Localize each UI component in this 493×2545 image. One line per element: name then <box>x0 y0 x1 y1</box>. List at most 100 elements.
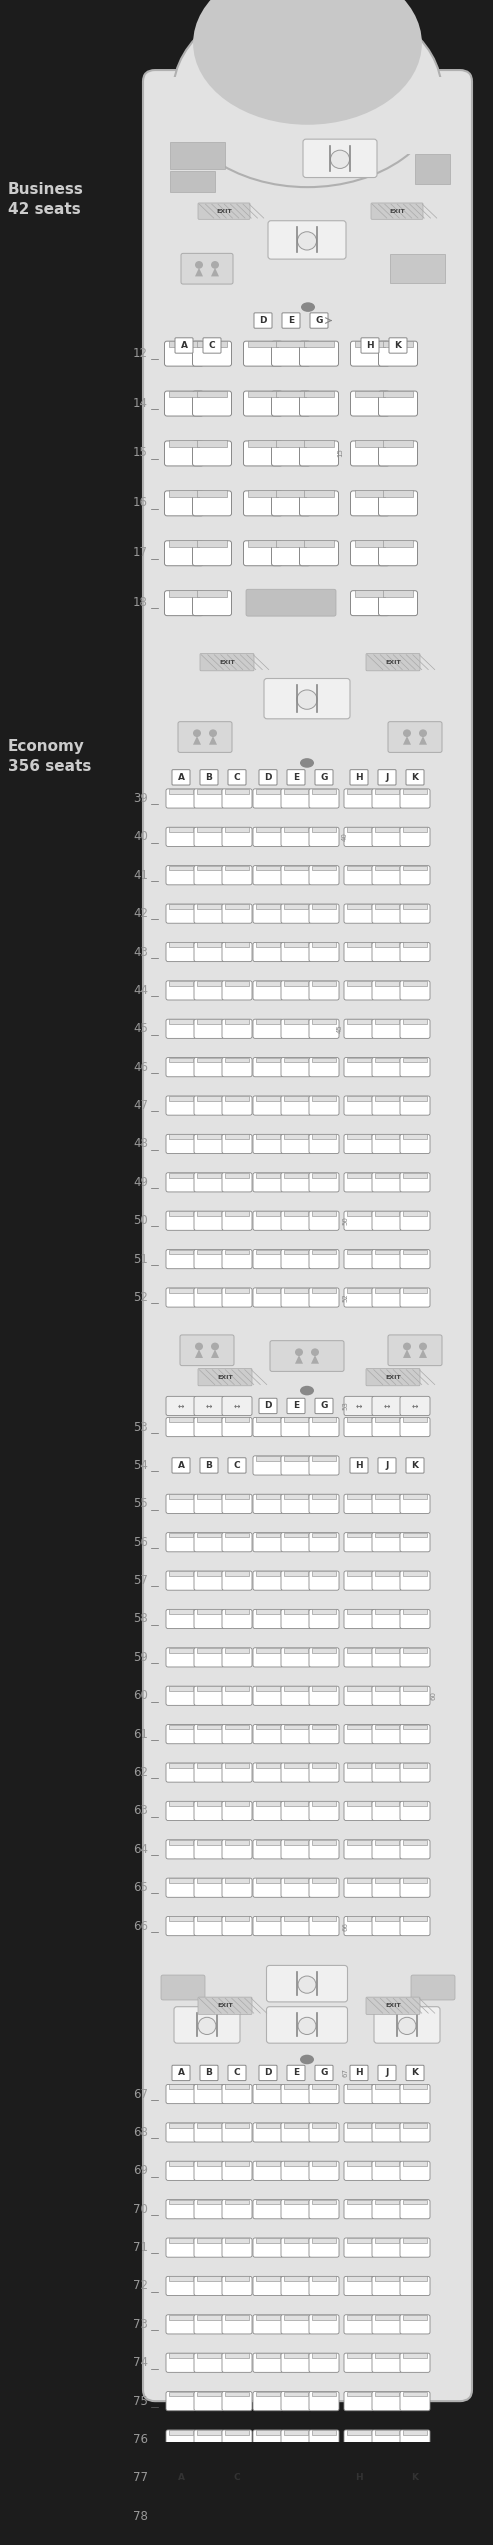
FancyBboxPatch shape <box>166 789 196 809</box>
Bar <box>312 1250 336 1255</box>
Ellipse shape <box>301 303 315 313</box>
FancyBboxPatch shape <box>378 2064 396 2082</box>
FancyBboxPatch shape <box>372 2123 402 2143</box>
FancyBboxPatch shape <box>344 2275 374 2296</box>
Bar <box>256 1916 280 1921</box>
Bar <box>197 1726 221 1731</box>
FancyBboxPatch shape <box>309 1878 339 1899</box>
FancyBboxPatch shape <box>344 942 374 962</box>
FancyBboxPatch shape <box>350 2471 368 2486</box>
FancyBboxPatch shape <box>372 2275 402 2296</box>
Bar <box>304 341 334 349</box>
FancyBboxPatch shape <box>222 2469 252 2486</box>
FancyBboxPatch shape <box>372 942 402 962</box>
FancyBboxPatch shape <box>192 590 232 616</box>
FancyBboxPatch shape <box>194 865 224 886</box>
FancyBboxPatch shape <box>400 2316 430 2334</box>
FancyBboxPatch shape <box>166 1018 196 1038</box>
Text: 46: 46 <box>133 1061 148 1074</box>
FancyBboxPatch shape <box>192 392 232 415</box>
Bar <box>415 153 450 183</box>
Bar <box>225 1916 249 1921</box>
FancyBboxPatch shape <box>309 2275 339 2296</box>
FancyBboxPatch shape <box>166 1135 196 1153</box>
Bar <box>169 1494 193 1499</box>
FancyBboxPatch shape <box>253 827 283 847</box>
Bar <box>284 1173 308 1178</box>
FancyBboxPatch shape <box>350 2064 368 2082</box>
Bar <box>347 1135 371 1140</box>
FancyBboxPatch shape <box>400 1878 430 1899</box>
FancyBboxPatch shape <box>200 769 218 784</box>
Text: B: B <box>206 774 212 781</box>
FancyBboxPatch shape <box>344 980 374 1000</box>
FancyBboxPatch shape <box>400 1687 430 1705</box>
FancyBboxPatch shape <box>309 2354 339 2372</box>
Bar <box>347 1250 371 1255</box>
Text: ↔: ↔ <box>412 1402 418 1410</box>
FancyBboxPatch shape <box>222 2123 252 2143</box>
Bar <box>197 590 227 598</box>
FancyBboxPatch shape <box>309 1647 339 1667</box>
FancyBboxPatch shape <box>222 1288 252 1308</box>
Text: E: E <box>288 316 294 326</box>
FancyBboxPatch shape <box>228 2471 246 2486</box>
Bar <box>169 1878 193 1883</box>
FancyBboxPatch shape <box>372 1647 402 1667</box>
FancyBboxPatch shape <box>281 1173 311 1191</box>
Bar <box>169 2237 193 2242</box>
FancyBboxPatch shape <box>194 2275 224 2296</box>
Text: J: J <box>386 2069 388 2077</box>
FancyBboxPatch shape <box>194 2316 224 2334</box>
Bar <box>347 2084 371 2089</box>
Bar <box>197 903 221 909</box>
FancyBboxPatch shape <box>222 1397 252 1415</box>
FancyBboxPatch shape <box>253 1288 283 1308</box>
Bar <box>284 903 308 909</box>
Circle shape <box>311 1349 319 1356</box>
Bar <box>276 389 306 397</box>
Text: D: D <box>259 316 267 326</box>
Bar <box>256 1059 280 1061</box>
Text: 40: 40 <box>133 830 148 842</box>
FancyBboxPatch shape <box>344 865 374 886</box>
FancyBboxPatch shape <box>400 1288 430 1308</box>
Bar <box>256 827 280 832</box>
Bar <box>284 2392 308 2397</box>
FancyBboxPatch shape <box>166 1173 196 1191</box>
Bar <box>256 1726 280 1731</box>
Bar <box>403 1059 427 1061</box>
FancyBboxPatch shape <box>166 1687 196 1705</box>
FancyBboxPatch shape <box>194 1097 224 1115</box>
FancyBboxPatch shape <box>366 1369 420 1387</box>
FancyBboxPatch shape <box>165 491 204 517</box>
Bar <box>347 2507 371 2512</box>
FancyBboxPatch shape <box>309 865 339 886</box>
Bar <box>355 540 385 547</box>
FancyBboxPatch shape <box>400 1211 430 1229</box>
Bar <box>170 171 215 191</box>
FancyBboxPatch shape <box>267 1965 348 2003</box>
Text: ↔: ↔ <box>206 1402 212 1410</box>
Bar <box>347 1494 371 1499</box>
FancyBboxPatch shape <box>400 1397 430 1415</box>
Bar <box>312 2316 336 2318</box>
Bar <box>403 1532 427 1537</box>
FancyBboxPatch shape <box>222 1018 252 1038</box>
Bar <box>197 1173 221 1178</box>
FancyBboxPatch shape <box>194 1418 224 1435</box>
FancyBboxPatch shape <box>372 1211 402 1229</box>
Bar <box>347 789 371 794</box>
FancyBboxPatch shape <box>194 1173 224 1191</box>
Bar <box>312 1135 336 1140</box>
Bar <box>169 1418 193 1423</box>
Bar <box>375 2123 399 2128</box>
Bar <box>248 540 278 547</box>
Bar <box>284 827 308 832</box>
FancyBboxPatch shape <box>400 789 430 809</box>
Bar <box>169 1250 193 1255</box>
FancyBboxPatch shape <box>351 341 389 366</box>
Bar <box>312 2123 336 2128</box>
Bar <box>347 1173 371 1178</box>
Bar <box>197 942 221 947</box>
